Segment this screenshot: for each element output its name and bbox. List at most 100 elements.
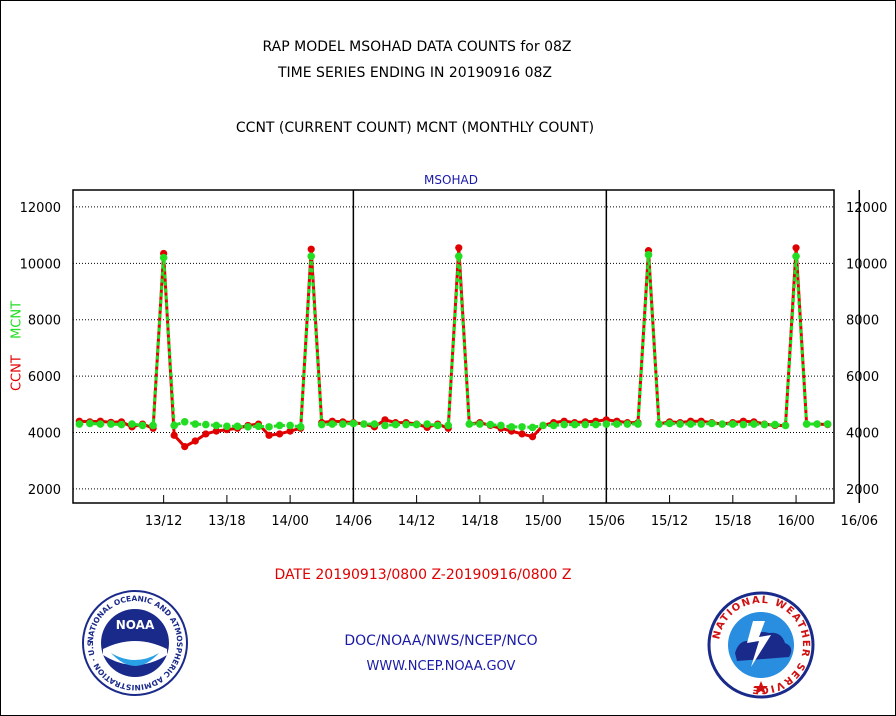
series-point-ccnt — [792, 244, 800, 252]
series-point-mcnt — [813, 420, 821, 428]
series-point-mcnt — [170, 421, 178, 430]
x-tick-label: 15/00 — [524, 514, 561, 529]
series-point-mcnt — [412, 420, 421, 429]
series-point-mcnt — [317, 420, 326, 429]
series-point-ccnt — [275, 430, 284, 438]
nws-logo-icon: NATIONAL WEATHER SERVICE — [707, 591, 815, 699]
series-point-ccnt — [455, 244, 463, 252]
series-point-mcnt — [360, 420, 368, 428]
series-point-mcnt — [781, 421, 790, 430]
series-point-ccnt — [518, 430, 526, 438]
series-point-mcnt — [159, 253, 168, 262]
series-point-mcnt — [307, 252, 316, 261]
series-point-mcnt — [212, 421, 221, 430]
series-point-mcnt — [391, 420, 400, 429]
series-point-mcnt — [328, 420, 337, 428]
series-point-mcnt — [686, 420, 695, 428]
y-tick-label-right: 6000 — [846, 370, 879, 385]
series-point-mcnt — [107, 420, 115, 428]
chart-title-line1: RAP MODEL MSOHAD DATA COUNTS for 08Z — [262, 39, 572, 55]
series-point-mcnt — [644, 251, 653, 259]
series-point-ccnt — [286, 427, 294, 435]
x-tick-label: 14/00 — [271, 514, 308, 529]
series-line-mcnt — [79, 254, 828, 429]
series-point-mcnt — [613, 420, 621, 428]
series-layer — [75, 244, 832, 451]
series-point-mcnt — [191, 420, 200, 428]
series-point-ccnt — [381, 416, 389, 424]
x-tick-label: 13/12 — [145, 514, 182, 529]
y-tick-label-left: 2000 — [28, 483, 61, 498]
x-tick-label: 16/00 — [777, 514, 814, 529]
website-link[interactable]: WWW.NCEP.NOAA.GOV — [366, 659, 516, 674]
series-point-mcnt — [602, 420, 611, 428]
y-tick-label-left: 8000 — [28, 314, 61, 329]
series-point-mcnt — [823, 420, 832, 428]
series-point-ccnt — [202, 430, 210, 438]
series-point-mcnt — [739, 420, 748, 429]
series-point-ccnt — [212, 427, 220, 435]
series-point-mcnt — [634, 420, 642, 428]
axis-layer: 2000 2000 4000 4000 6000 6000 8000 8000 10000 100… — [20, 189, 887, 529]
series-point-mcnt — [149, 421, 157, 430]
chart-subtitle: CCNT (CURRENT COUNT) MCNT (MONTHLY COUNT… — [235, 120, 595, 136]
series-point-ccnt — [191, 437, 199, 445]
series-point-mcnt — [518, 423, 526, 431]
series-point-ccnt — [181, 443, 189, 451]
series-point-mcnt — [581, 420, 590, 429]
series-point-mcnt — [202, 420, 210, 429]
series-point-mcnt — [180, 417, 189, 426]
series-point-mcnt — [539, 421, 547, 430]
series-point-mcnt — [128, 420, 136, 428]
series-point-mcnt — [802, 420, 811, 428]
y-tick-label-right: 8000 — [846, 314, 879, 329]
noaa-logo-icon: NATIONAL OCEANIC AND ATMOSPHERIC ADMINIS… — [81, 589, 188, 696]
x-tick-label: 15/12 — [651, 514, 688, 529]
series-point-mcnt — [655, 420, 663, 428]
series-point-mcnt — [254, 422, 263, 431]
series-point-mcnt — [265, 423, 273, 431]
series-point-mcnt — [549, 421, 558, 430]
y-tick-label-left: 12000 — [20, 201, 61, 216]
series-point-mcnt — [244, 423, 252, 431]
series-point-mcnt — [676, 420, 684, 428]
series-point-mcnt — [665, 419, 674, 428]
series-point-ccnt — [528, 433, 537, 441]
series-point-mcnt — [760, 420, 769, 429]
series-point-mcnt — [423, 420, 431, 428]
chart-title-line2: TIME SERIES ENDING IN 20190916 08Z — [278, 65, 552, 81]
x-tick-label: 14/12 — [398, 514, 435, 529]
y-tick-label-right: 10000 — [846, 257, 887, 272]
series-point-mcnt — [454, 252, 463, 261]
series-point-mcnt — [718, 420, 727, 428]
series-point-mcnt — [381, 421, 389, 430]
series-point-mcnt — [792, 252, 800, 261]
series-point-ccnt — [265, 431, 273, 439]
series-point-mcnt — [623, 420, 632, 428]
series-point-mcnt — [75, 420, 84, 428]
x-tick-label: 15/18 — [714, 514, 751, 529]
plot-title: MSOHAD — [424, 173, 478, 187]
series-point-mcnt — [560, 420, 568, 429]
x-tick-label: 14/18 — [461, 514, 498, 529]
series-point-mcnt — [465, 420, 474, 428]
noaa-logo-text: NOAA — [116, 618, 155, 632]
series-point-mcnt — [697, 420, 705, 428]
grid-layer — [73, 206, 834, 490]
series-point-mcnt — [570, 420, 579, 429]
series-point-mcnt — [444, 421, 453, 430]
series-point-mcnt — [275, 421, 284, 430]
series-point-mcnt — [729, 420, 737, 428]
series-point-mcnt — [528, 423, 537, 432]
series-point-mcnt — [96, 420, 105, 428]
plot-border — [72, 189, 835, 504]
series-point-mcnt — [707, 419, 716, 428]
y-tick-label-left: 10000 — [20, 257, 61, 272]
series-point-mcnt — [296, 423, 305, 431]
date-range-label: DATE 20190913/0800 Z-20190916/0800 Z — [274, 567, 572, 583]
series-point-mcnt — [476, 420, 484, 428]
series-point-ccnt — [170, 431, 178, 439]
series-point-mcnt — [117, 420, 126, 429]
org-label: DOC/NOAA/NWS/NCEP/NCO — [344, 633, 538, 649]
